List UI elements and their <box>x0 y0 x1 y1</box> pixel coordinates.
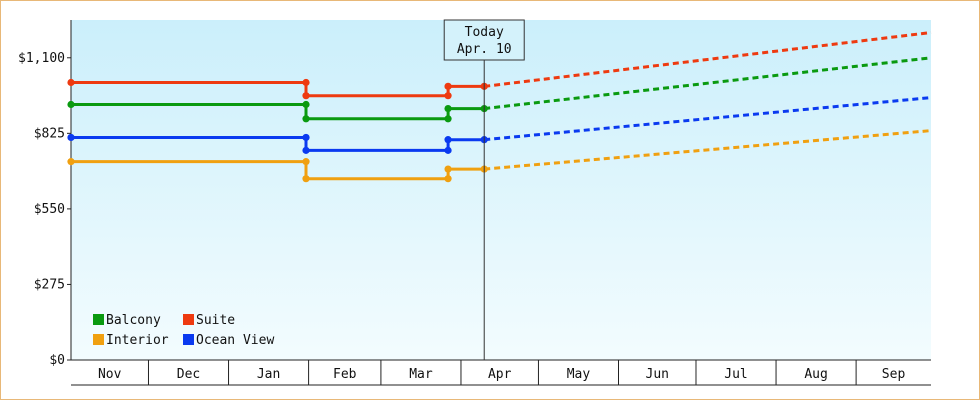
data-point <box>444 175 452 183</box>
data-point <box>444 115 452 123</box>
projection-line <box>484 129 932 171</box>
x-tick-label: Apr <box>488 367 512 382</box>
projection-line <box>484 56 932 111</box>
projection-line <box>484 96 932 142</box>
today-label: Today <box>465 25 504 40</box>
legend-item: Balcony <box>93 313 161 328</box>
legend-label: Ocean View <box>196 333 274 348</box>
today-marker: Today Apr. 10 <box>443 19 525 360</box>
y-tick-label: $275 <box>34 277 65 292</box>
legend-label: Balcony <box>106 313 161 328</box>
y-tick-label: $550 <box>34 202 65 217</box>
data-point <box>444 105 452 113</box>
legend-swatch <box>183 334 194 345</box>
data-point <box>302 115 310 123</box>
data-point <box>302 175 310 183</box>
x-tick-label: Jul <box>724 367 747 382</box>
y-tick-label: $1,100 <box>18 51 65 66</box>
x-tick-label: Dec <box>177 367 200 382</box>
series-interior <box>67 129 932 183</box>
history-line <box>71 81 485 98</box>
series-balcony <box>67 56 932 123</box>
legend-item: Interior <box>93 333 169 348</box>
history-line <box>71 103 485 121</box>
data-point <box>302 92 310 100</box>
x-axis: Nov Dec Jan Feb Mar Apr May Jun Jul Aug Sep <box>71 359 931 386</box>
x-tick-label: Jun <box>646 367 669 382</box>
x-tick-label: Jan <box>257 367 280 382</box>
x-tick-label: Nov <box>98 367 122 382</box>
projection-line <box>484 31 932 88</box>
y-tick-label: $0 <box>49 353 65 368</box>
x-tick-label: Aug <box>804 367 827 382</box>
history-line <box>71 136 485 152</box>
y-tick-label: $825 <box>34 126 65 141</box>
data-point <box>67 133 75 142</box>
plot-area <box>71 20 931 360</box>
series-ocean-view <box>67 96 932 154</box>
legend-item: Suite <box>183 313 235 328</box>
x-tick-label: Sep <box>882 367 906 382</box>
legend-swatch <box>93 314 104 325</box>
data-point <box>444 146 452 154</box>
y-axis: $0 $275 $550 $825 $1,100 <box>18 20 72 368</box>
legend-label: Suite <box>196 313 235 328</box>
legend-label: Interior <box>106 333 169 348</box>
series-layer <box>67 31 932 183</box>
data-point <box>302 146 310 154</box>
x-tick-label: May <box>567 367 591 382</box>
legend: Balcony Suite Interior Ocean View <box>93 313 274 348</box>
x-tick-label: Mar <box>409 367 433 382</box>
series-suite <box>67 31 932 100</box>
legend-swatch <box>183 314 194 325</box>
today-date: Apr. 10 <box>457 42 512 57</box>
history-line <box>71 160 485 181</box>
data-point <box>67 78 75 87</box>
legend-swatch <box>93 334 104 345</box>
data-point <box>444 82 452 90</box>
data-point <box>302 78 310 87</box>
data-point <box>444 136 452 144</box>
data-point <box>302 100 310 109</box>
data-point <box>302 133 310 142</box>
data-point <box>67 158 75 166</box>
legend-item: Ocean View <box>183 333 274 348</box>
data-point <box>302 158 310 166</box>
data-point <box>444 165 452 173</box>
today-box <box>443 19 525 61</box>
x-tick-label: Feb <box>333 367 357 382</box>
data-point <box>67 100 75 109</box>
data-point <box>444 92 452 100</box>
